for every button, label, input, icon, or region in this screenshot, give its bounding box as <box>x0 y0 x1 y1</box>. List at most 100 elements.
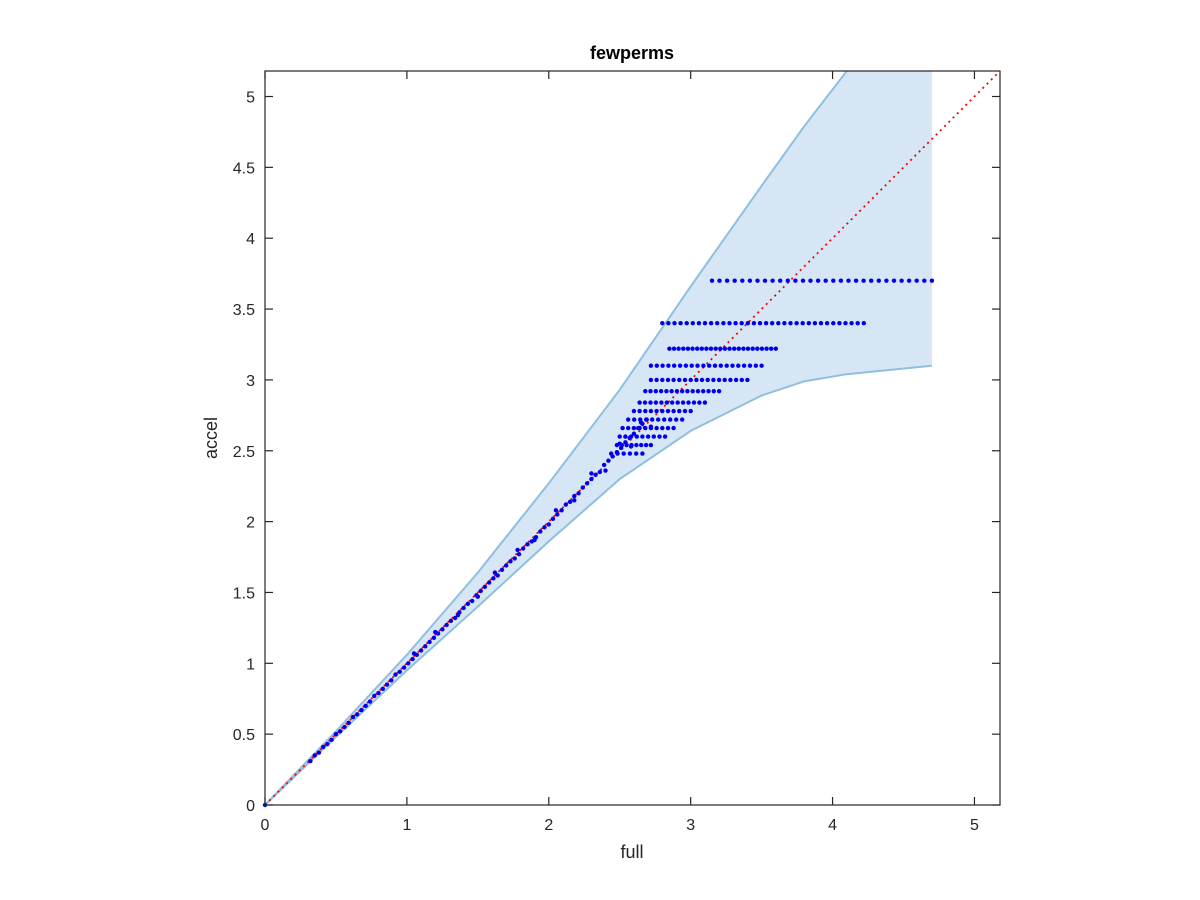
data-point <box>648 377 654 383</box>
data-point <box>694 377 699 383</box>
data-point <box>648 389 653 394</box>
data-point <box>580 485 585 490</box>
data-point <box>745 321 750 326</box>
data-point <box>688 408 693 414</box>
data-point <box>695 346 700 351</box>
data-point <box>448 618 454 623</box>
data-point <box>722 377 727 383</box>
data-point <box>717 278 722 283</box>
data-point <box>410 656 415 662</box>
data-point <box>631 431 637 436</box>
data-point <box>623 434 628 439</box>
data-point <box>563 502 568 507</box>
data-point <box>418 648 424 653</box>
y-tick-label: 3 <box>246 373 255 390</box>
data-point <box>350 714 356 720</box>
data-point <box>773 346 778 351</box>
data-point <box>634 442 639 448</box>
data-point <box>674 389 680 394</box>
data-point <box>355 712 360 717</box>
data-point <box>346 720 351 725</box>
y-axis-label: accel <box>201 417 221 459</box>
data-point <box>660 321 665 326</box>
data-point <box>508 559 513 564</box>
data-point <box>440 627 445 632</box>
data-point <box>702 400 708 405</box>
data-point <box>601 462 607 468</box>
data-point <box>682 377 688 383</box>
data-point <box>712 363 718 368</box>
data-point <box>532 537 537 543</box>
data-point <box>676 346 681 351</box>
data-point <box>643 425 648 431</box>
data-point <box>316 750 322 755</box>
data-point <box>606 458 611 463</box>
data-point <box>843 321 848 326</box>
data-point <box>553 508 559 513</box>
data-point <box>740 278 745 283</box>
data-point <box>640 451 645 456</box>
data-point <box>724 278 730 283</box>
data-point <box>634 451 639 456</box>
x-tick-label: 5 <box>970 817 979 834</box>
data-point <box>504 563 509 568</box>
data-point <box>705 377 710 383</box>
x-tick-label: 1 <box>402 817 411 834</box>
data-point <box>643 389 648 394</box>
data-point <box>653 389 658 394</box>
band-fill <box>265 71 932 805</box>
data-point <box>478 588 483 594</box>
data-point <box>669 389 674 394</box>
data-point <box>651 434 656 439</box>
data-point <box>648 408 654 414</box>
data-point <box>793 278 798 283</box>
x-axis-label: full <box>620 842 643 862</box>
data-point <box>389 678 394 683</box>
data-point <box>492 570 498 575</box>
data-point <box>688 377 693 383</box>
data-point <box>621 451 626 456</box>
data-point <box>572 498 577 503</box>
data-point <box>665 377 671 383</box>
data-point <box>708 321 714 326</box>
x-tick-label: 4 <box>828 817 837 834</box>
data-point <box>680 400 686 405</box>
data-point <box>397 669 402 674</box>
reference-line <box>264 70 1001 806</box>
data-point <box>671 377 676 383</box>
data-point <box>465 601 471 606</box>
data-point <box>741 346 746 351</box>
data-point <box>680 389 685 394</box>
data-point <box>321 744 326 750</box>
data-point <box>640 434 645 439</box>
data-point <box>716 377 722 383</box>
data-point <box>699 377 705 383</box>
data-point <box>433 629 438 635</box>
data-point <box>628 434 634 439</box>
data-point <box>701 363 706 368</box>
data-point <box>657 434 662 439</box>
data-point <box>619 442 624 448</box>
data-point <box>759 363 764 368</box>
data-point <box>632 417 637 422</box>
data-point <box>800 321 805 326</box>
data-point <box>639 442 644 448</box>
data-point <box>638 417 643 422</box>
data-point <box>491 576 496 581</box>
band-lower-edge <box>264 364 932 806</box>
data-point <box>634 434 639 439</box>
data-point <box>648 425 654 431</box>
data-point <box>706 389 711 394</box>
data-point <box>745 346 751 351</box>
data-point <box>718 363 723 368</box>
data-point <box>708 346 714 351</box>
data-point <box>732 346 737 351</box>
data-point <box>751 321 757 326</box>
data-point <box>838 278 844 283</box>
data-point <box>675 400 680 405</box>
data-point <box>815 278 821 283</box>
x-tick-label: 3 <box>686 817 695 834</box>
data-point <box>642 400 648 405</box>
data-point <box>325 741 330 747</box>
data-point <box>643 442 649 448</box>
